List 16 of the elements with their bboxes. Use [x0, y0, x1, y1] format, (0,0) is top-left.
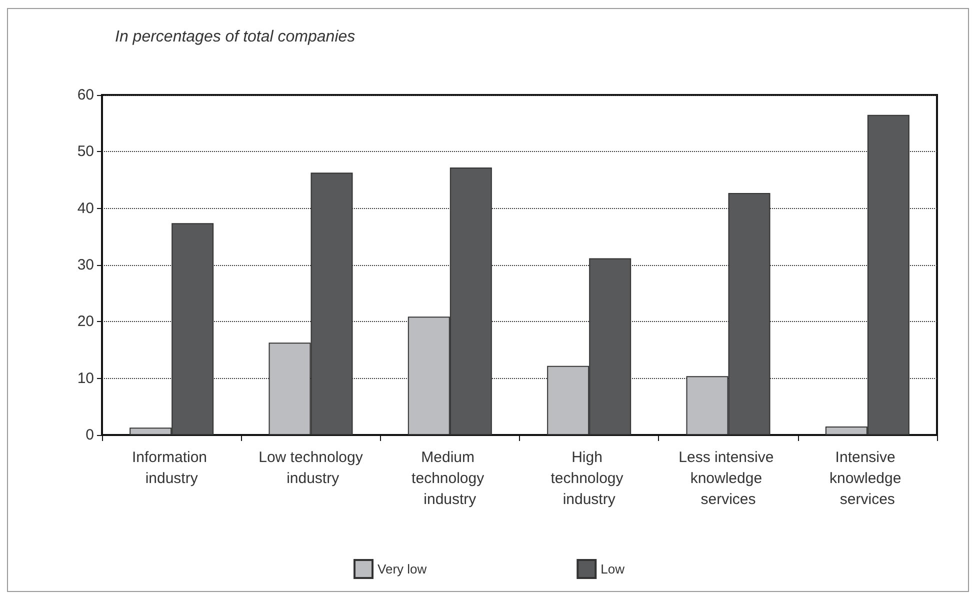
y-tick-label: 40 — [77, 200, 94, 217]
x-tick-label: High technology industry — [550, 449, 628, 508]
x-tick-label: Information industry — [132, 449, 212, 487]
y-tick-label: 0 — [86, 426, 94, 444]
legend-label: Very low — [378, 562, 428, 576]
x-tick-label: Less intensive knowledge services — [678, 449, 778, 508]
y-tick-label: 50 — [77, 143, 94, 160]
y-tick-label: 10 — [77, 370, 94, 387]
legend-label: Low — [600, 562, 626, 576]
y-tick-label: 20 — [77, 313, 94, 330]
y-tick-label: 60 — [77, 86, 94, 104]
x-tick-label: Low technology industry — [258, 449, 364, 487]
x-tick-label: Medium technology industry — [412, 449, 488, 508]
y-tick-label: 30 — [77, 256, 94, 274]
chart-title: In percentages of total companies — [115, 28, 356, 46]
x-tick-label: Intensive knowledge services — [829, 449, 906, 508]
